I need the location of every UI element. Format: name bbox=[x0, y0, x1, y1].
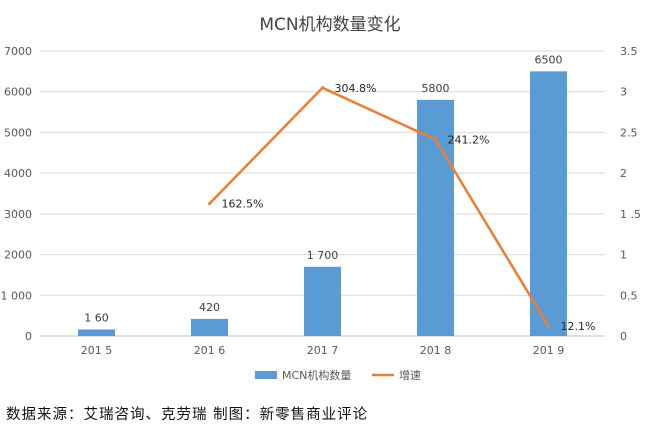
source-note: 数据来源：艾瑞咨询、克劳瑞 制图：新零售商业评论 bbox=[6, 407, 369, 423]
chart-title: MCN机构数量变化 bbox=[259, 15, 400, 35]
right-tick-label: 2.5 bbox=[620, 126, 638, 139]
right-tick-label: 3 bbox=[620, 86, 627, 99]
bar-data-label: 1 700 bbox=[307, 249, 339, 262]
bar bbox=[530, 71, 567, 336]
right-tick-label: 1 bbox=[620, 249, 627, 262]
left-tick-label: 6000 bbox=[4, 86, 32, 99]
left-tick-label: 5000 bbox=[4, 126, 32, 139]
bar-data-label: 1 60 bbox=[84, 311, 109, 324]
line-point bbox=[208, 202, 211, 206]
category-label: 201 5 bbox=[81, 344, 113, 357]
chart-svg: MCN机构数量变化 0 1 000 2000 3000 4000 5000 6000 7000 0… bbox=[1, 15, 642, 382]
line-data-label: 304.8% bbox=[335, 82, 377, 95]
legend-swatch-bar bbox=[255, 371, 277, 379]
line-data-label: 12.1% bbox=[561, 320, 596, 333]
right-tick-label: 0 bbox=[620, 330, 627, 343]
right-tick-label: 1 .5 bbox=[620, 208, 641, 221]
left-tick-label: 3000 bbox=[4, 208, 32, 221]
left-tick-label: 4000 bbox=[4, 167, 32, 180]
bar-data-label: 420 bbox=[199, 301, 220, 314]
left-tick-label: 1 000 bbox=[1, 289, 33, 302]
legend-label-line: 增速 bbox=[399, 368, 421, 382]
bar bbox=[78, 329, 115, 336]
left-tick-label: 2000 bbox=[4, 249, 32, 262]
left-tick-label: 0 bbox=[25, 330, 32, 343]
bar-data-label: 6500 bbox=[535, 53, 563, 66]
category-label: 201 9 bbox=[533, 344, 565, 357]
line-point bbox=[547, 324, 550, 328]
right-tick-label: 2 bbox=[620, 167, 627, 180]
chart-frame: MCN机构数量变化 0 1 000 2000 3000 4000 5000 6000 7000 0… bbox=[1, 15, 642, 382]
right-tick-label: 3.5 bbox=[620, 45, 638, 58]
line-point bbox=[434, 138, 437, 142]
line-data-label: 162.5% bbox=[222, 198, 264, 211]
category-label: 201 8 bbox=[420, 344, 452, 357]
right-tick-label: 0.5 bbox=[620, 289, 638, 302]
legend-label-bar: MCN机构数量 bbox=[282, 368, 351, 382]
category-label: 201 7 bbox=[307, 344, 339, 357]
line-series-growth bbox=[208, 86, 550, 327]
category-label: 201 6 bbox=[194, 344, 226, 357]
left-tick-label: 7000 bbox=[4, 45, 32, 58]
bar bbox=[304, 266, 341, 336]
line-data-label: 241.2% bbox=[448, 134, 490, 147]
bar bbox=[191, 318, 228, 336]
bar-data-label: 5800 bbox=[422, 82, 450, 95]
line-point bbox=[321, 86, 324, 90]
